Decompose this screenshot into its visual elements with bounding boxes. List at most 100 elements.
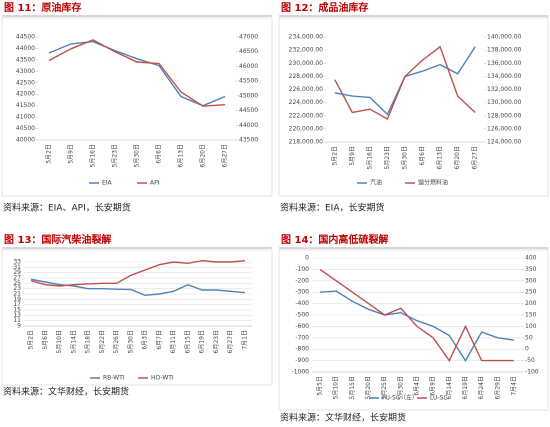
y-tick-label: 138,000.00	[487, 47, 522, 54]
x-tick-label: 6月9日	[430, 376, 437, 396]
x-tick-label: 6月20日	[200, 144, 207, 167]
x-tick-label: 5月5日	[317, 376, 324, 396]
x-tick-label: 6月4日	[414, 376, 421, 396]
legend-label: LU-SC	[430, 395, 448, 402]
x-tick-label: 6月23日	[213, 330, 220, 353]
y-tick-label: 29	[13, 269, 21, 276]
legend-label: HO-WTI	[151, 375, 174, 382]
y-tick-label: -50	[525, 357, 535, 364]
y-tick-label: 226,000.00	[289, 86, 324, 93]
x-tick-label: 6月19日	[199, 330, 206, 353]
y-tick-label: 25	[13, 280, 21, 287]
x-tick-label: 5月9日	[68, 144, 75, 164]
y-tick-label: 126,000.00	[487, 125, 522, 132]
legend-label: RB-WTI	[103, 375, 125, 382]
y-tick-label: 218,000.00	[289, 139, 324, 146]
chart-frame	[1, 249, 273, 386]
x-tick-label: 5月18日	[85, 330, 92, 353]
y-tick-label: 46500	[239, 48, 258, 55]
y-tick-label: 33	[13, 259, 21, 266]
y-tick-label: 47000	[239, 34, 258, 41]
y-tick-label: 44500	[239, 107, 258, 114]
x-tick-label: 6月15日	[184, 330, 191, 353]
y-tick-label: -300	[295, 289, 309, 296]
x-tick-label: 5月30日	[134, 144, 141, 167]
y-tick-label: 0	[305, 255, 309, 262]
x-tick-label: 5月2日	[46, 144, 53, 164]
y-tick-label: 234,000.00	[289, 34, 324, 41]
y-tick-label: 250	[525, 289, 537, 296]
series-line	[30, 259, 245, 287]
y-tick-label: 15	[13, 307, 21, 314]
x-tick-label: 6月13日	[437, 146, 444, 169]
x-tick-label: 6月27日	[227, 330, 234, 353]
y-tick-label: 128,000.00	[487, 112, 522, 119]
y-tick-label: 43000	[16, 68, 35, 75]
y-tick-label: 140,000.00	[487, 34, 522, 41]
x-tick-label: 5月30日	[402, 146, 409, 169]
series-line	[319, 268, 514, 362]
x-tick-label: 6月19日	[462, 376, 469, 399]
y-tick-label: -700	[295, 334, 309, 341]
x-tick-label: 6月6日	[419, 146, 426, 166]
x-tick-label: 5月30日	[127, 330, 134, 353]
x-tick-label: 5月22日	[99, 330, 106, 353]
y-tick-label: 350	[525, 266, 537, 273]
y-tick-label: 21	[13, 291, 21, 298]
y-tick-label: 45000	[239, 92, 258, 99]
y-tick-label: 134,000.00	[487, 73, 522, 80]
y-tick-label: 41500	[16, 102, 35, 109]
panel-title: 图 14：国内高低硫裂解	[281, 233, 388, 246]
x-tick-label: 6月27日	[472, 146, 479, 169]
x-tick-label: 6月24日	[478, 376, 485, 399]
x-tick-label: 5月30日	[397, 376, 404, 399]
x-tick-label: 6月7日	[156, 330, 163, 350]
series-line	[334, 45, 476, 120]
y-tick-label: 11	[13, 317, 21, 324]
y-tick-label: 31	[13, 264, 21, 271]
y-tick-label: 19	[13, 296, 21, 303]
x-tick-label: 7月4日	[510, 376, 517, 396]
x-tick-label: 5月2日	[331, 146, 338, 166]
x-tick-label: 7月1日	[241, 330, 248, 350]
y-tick-label: -800	[295, 346, 309, 353]
y-tick-label: 43500	[16, 56, 35, 63]
y-tick-label: 228,000.00	[289, 73, 324, 80]
y-tick-label: -900	[295, 357, 309, 364]
y-tick-label: -100	[295, 266, 309, 273]
y-tick-label: 400	[525, 255, 537, 262]
y-tick-label: 44000	[239, 122, 258, 129]
y-tick-label: 43500	[239, 137, 258, 144]
y-tick-label: -1000	[292, 369, 310, 376]
y-tick-label: 41000	[16, 114, 35, 121]
y-tick-label: -200	[295, 277, 309, 284]
y-tick-label: 44500	[16, 34, 35, 41]
x-tick-label: 6月3日	[142, 330, 149, 350]
x-tick-label: 6月13日	[178, 144, 185, 167]
x-tick-label: 5月14日	[70, 330, 77, 353]
x-tick-label: 6月29日	[494, 376, 501, 399]
y-tick-label: 40500	[16, 125, 35, 132]
y-tick-label: 42000	[16, 91, 35, 98]
series-line	[334, 46, 476, 116]
source-note: 资料来源：EIA、API，长安期货	[3, 202, 131, 214]
legend-label: 汽油	[370, 179, 382, 187]
y-tick-label: 222,000.00	[289, 112, 324, 119]
y-tick-label: 224,000.00	[289, 99, 324, 106]
series-line	[30, 278, 245, 297]
y-tick-label: 230,000.00	[289, 60, 324, 67]
y-tick-label: 17	[13, 301, 21, 308]
chart-frame	[278, 249, 549, 411]
x-tick-label: 5月10日	[56, 330, 63, 353]
legend-label: API	[150, 180, 160, 187]
x-tick-label: 5月23日	[112, 144, 119, 167]
x-tick-label: 5月16日	[90, 144, 97, 167]
y-tick-label: 132,000.00	[487, 86, 522, 93]
x-tick-label: 5月10日	[333, 376, 340, 399]
x-tick-label: 5月6日	[42, 330, 49, 350]
y-tick-label: 124,000.00	[487, 139, 522, 146]
y-tick-label: 45500	[239, 78, 258, 85]
legend-label: EIA	[102, 180, 113, 187]
y-tick-label: -600	[295, 323, 309, 330]
